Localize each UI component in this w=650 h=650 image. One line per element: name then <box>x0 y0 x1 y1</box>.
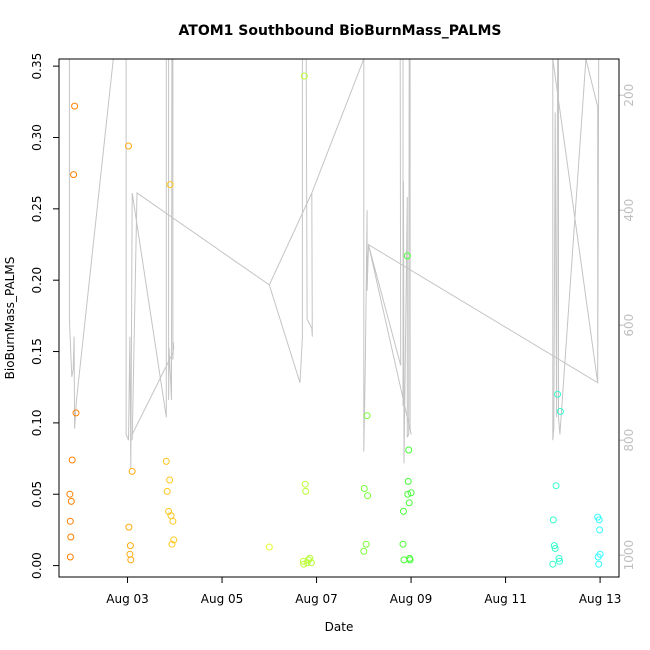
data-point <box>162 457 170 465</box>
y2-tick-label: 600 <box>622 314 636 337</box>
data-point <box>68 456 76 464</box>
data-point <box>554 390 562 398</box>
data-point <box>166 476 174 484</box>
data-point <box>67 533 75 541</box>
plot-frame <box>58 58 620 578</box>
data-point <box>360 547 368 555</box>
data-point <box>406 556 414 564</box>
chart-title: ATOM1 Southbound BioBurnMass_PALMS <box>179 23 502 39</box>
data-point <box>549 560 557 568</box>
data-point <box>404 477 412 485</box>
data-point <box>300 72 308 80</box>
y-tick-label: 0.15 <box>30 338 44 365</box>
data-point <box>128 467 136 475</box>
x-tick-label: Aug 03 <box>106 592 149 606</box>
altitude-track-line <box>68 59 601 469</box>
data-point <box>550 542 558 550</box>
data-point <box>405 446 413 454</box>
y2-tick-label: 800 <box>622 429 636 452</box>
y-tick-label: 0.10 <box>30 410 44 437</box>
data-point <box>67 497 75 505</box>
x-tick-label: Aug 11 <box>484 592 527 606</box>
data-point <box>555 554 563 562</box>
y-axis-label: BioBurnMass_PALMS <box>3 257 17 380</box>
data-point <box>595 516 603 524</box>
data-point <box>556 557 563 565</box>
y2-tick-label: 1000 <box>622 540 636 571</box>
y-tick-label: 0.30 <box>30 124 44 151</box>
y-tick-label: 0.35 <box>30 53 44 80</box>
data-point <box>125 523 133 531</box>
y2-tick-label: 400 <box>622 199 636 222</box>
y2-tick-label: 200 <box>622 84 636 107</box>
data-point <box>549 516 557 524</box>
data-point <box>404 490 412 498</box>
data-point <box>307 559 315 567</box>
data-point <box>66 517 74 525</box>
data-point <box>403 252 411 260</box>
data-point <box>301 480 309 488</box>
data-point <box>363 412 371 420</box>
data-point <box>552 482 560 490</box>
data-point <box>125 142 132 150</box>
data-point <box>170 536 178 544</box>
x-tick-label: Aug 07 <box>295 592 338 606</box>
x-tick-label: Aug 05 <box>201 592 244 606</box>
data-point <box>556 408 564 415</box>
data-point <box>163 487 171 495</box>
data-point <box>265 543 273 551</box>
data-point <box>300 560 308 568</box>
data-point <box>399 540 407 548</box>
data-point <box>66 553 74 561</box>
data-point <box>126 542 134 550</box>
data-point <box>596 550 604 558</box>
data-point <box>302 487 310 495</box>
data-point <box>70 171 78 179</box>
data-point <box>362 540 370 548</box>
data-point <box>72 409 80 417</box>
data-point <box>126 550 134 558</box>
data-point <box>168 540 176 548</box>
data-point <box>405 499 413 507</box>
data-point <box>306 554 314 562</box>
data-point <box>299 557 307 565</box>
data-point <box>66 490 74 498</box>
data-point <box>71 102 79 110</box>
data-point <box>596 526 604 534</box>
data-point <box>407 489 415 497</box>
x-tick-label: Aug 09 <box>390 592 433 606</box>
data-point <box>400 507 407 515</box>
altitude-track <box>68 59 601 469</box>
data-point <box>127 556 135 564</box>
y-tick-label: 0.25 <box>30 195 44 222</box>
data-point <box>551 545 559 552</box>
data-point <box>169 517 177 525</box>
data-point <box>360 485 368 492</box>
y-tick-label: 0.00 <box>30 552 44 579</box>
data-point <box>400 556 408 564</box>
y-tick-label: 0.20 <box>30 267 44 294</box>
data-point <box>364 492 372 500</box>
data-point <box>595 560 603 568</box>
axes: Aug 03 Aug 05 Aug 07 Aug 09 Aug 11 Aug 13 0.00… <box>30 53 636 606</box>
data-point <box>166 181 174 189</box>
x-axis-label: Date <box>325 620 354 634</box>
y-tick-label: 0.05 <box>30 481 44 508</box>
data-points <box>66 72 604 568</box>
x-tick-label: Aug 13 <box>579 592 622 606</box>
